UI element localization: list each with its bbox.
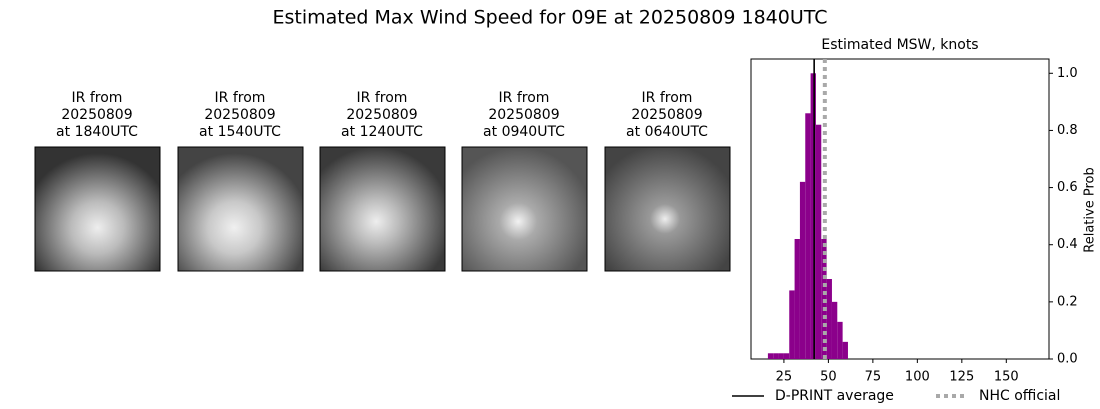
panel-title: 20250809: [204, 107, 275, 123]
panel-title: at 0640UTC: [626, 124, 708, 140]
panel-title: IR from: [642, 90, 693, 106]
bar: [810, 73, 816, 360]
y-tick-label: 0.6: [1057, 180, 1078, 195]
bar: [826, 279, 832, 359]
x-tick-label: 100: [905, 370, 930, 385]
panel-title: IR from: [499, 90, 550, 106]
bar: [837, 321, 843, 359]
bar: [799, 181, 806, 359]
x-tick-label: 25: [776, 370, 793, 385]
panel-title: at 0940UTC: [483, 124, 565, 140]
y-tick-label: 0.2: [1057, 294, 1078, 309]
y-axis-label: Relative Prob: [1083, 167, 1098, 252]
y-tick-label: 0.0: [1057, 352, 1078, 367]
panel-title: at 1240UTC: [341, 124, 423, 140]
panel-title: 20250809: [631, 107, 702, 123]
bar: [815, 124, 822, 359]
ir-image: [604, 146, 731, 272]
x-tick-label: 125: [949, 370, 974, 385]
ir-image: [461, 146, 588, 272]
bar: [783, 353, 790, 359]
figure-title: Estimated Max Wind Speed for 09E at 2025…: [272, 7, 827, 29]
panel-title: IR from: [72, 90, 123, 106]
chart-title: Estimated MSW, knots: [821, 37, 978, 53]
bar: [831, 301, 838, 359]
bar: [767, 353, 774, 359]
panel-title: at 1540UTC: [199, 124, 281, 140]
x-tick-label: 75: [865, 370, 882, 385]
bar: [773, 353, 779, 359]
y-tick-label: 0.8: [1057, 123, 1078, 138]
y-tick-label: 0.4: [1057, 237, 1078, 252]
panel-title: 20250809: [346, 107, 417, 123]
bar: [842, 341, 848, 359]
ir-image: [34, 146, 161, 272]
ir-image: [177, 146, 304, 272]
plot-frame: [750, 58, 1050, 360]
panel-title: 20250809: [488, 107, 559, 123]
x-tick-label: 50: [820, 370, 837, 385]
panel-title: 20250809: [61, 107, 132, 123]
panel-title: IR from: [357, 90, 408, 106]
bar: [778, 353, 784, 359]
panel-title: at 1840UTC: [56, 124, 138, 140]
legend-label: D-PRINT average: [775, 388, 894, 404]
bar: [794, 239, 800, 359]
ir-image: [319, 146, 446, 272]
bar: [805, 113, 811, 360]
y-tick-label: 1.0: [1057, 66, 1078, 81]
panel-title: IR from: [215, 90, 266, 106]
legend-label: NHC official: [979, 388, 1060, 404]
x-tick-label: 150: [994, 370, 1019, 385]
bar: [789, 290, 795, 359]
